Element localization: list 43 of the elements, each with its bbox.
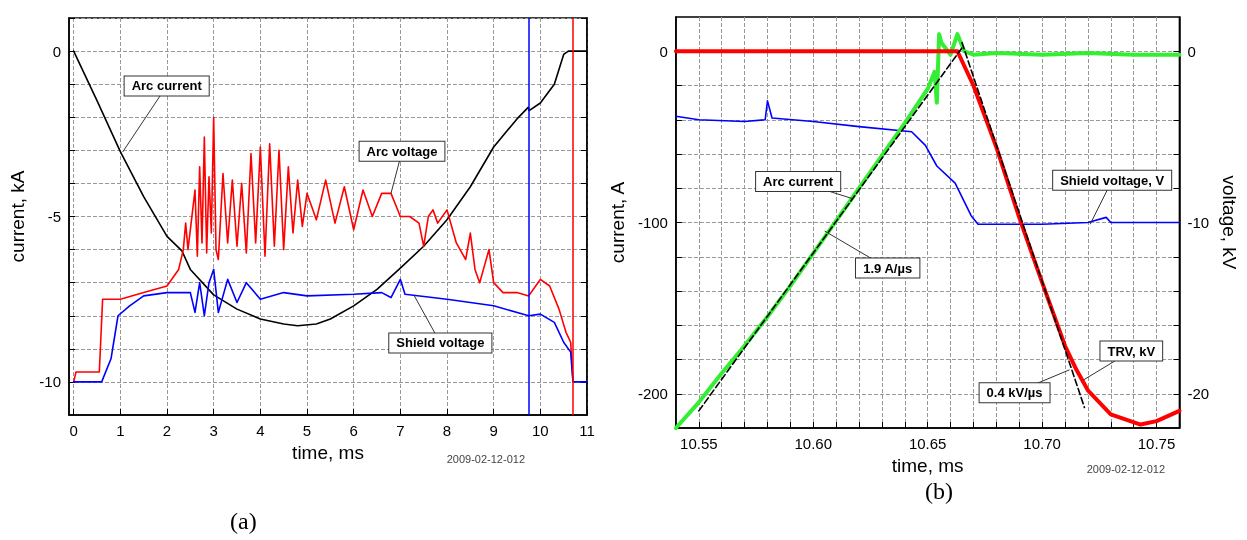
y2-tick-label: 0 — [1187, 42, 1196, 60]
x-tick-label: 1 — [116, 422, 125, 439]
annotation: Shield voltage — [396, 335, 485, 351]
y-axis-title: current, A — [607, 181, 628, 264]
annotation: Arc current — [763, 174, 834, 190]
y2-tick-label: -10 — [1187, 214, 1210, 231]
annotation: Arc current — [131, 78, 203, 94]
annotation: Arc voltage — [366, 143, 438, 159]
x-tick-label: 10.75 — [1137, 435, 1176, 452]
y-tick-label: -200 — [637, 385, 668, 403]
x-tick-label: 4 — [256, 422, 265, 439]
x-tick-label: 10 — [531, 422, 549, 439]
x-tick-label: 5 — [302, 422, 312, 439]
x-tick-label: 7 — [396, 422, 405, 439]
x-tick-label: 8 — [442, 422, 452, 439]
y-tick-label: -10 — [39, 373, 61, 391]
x-tick-label: 10.55 — [680, 435, 718, 452]
annotation: TRV, kV — [1107, 343, 1156, 359]
y2-tick-label: -20 — [1187, 385, 1210, 403]
y-axis-title: current, kA — [7, 170, 28, 263]
x-axis-title: time, ms — [292, 442, 364, 463]
x-tick-label: 2 — [162, 422, 172, 439]
x-tick-label: 0 — [69, 422, 78, 439]
annotation: Shield voltage, V — [1060, 172, 1165, 188]
y2-axis-title: voltage, kV — [1219, 175, 1240, 270]
x-axis-title: time, ms — [891, 455, 964, 476]
text: 2009-02-12-012 — [1086, 462, 1166, 475]
x-tick-label: 9 — [489, 422, 498, 439]
x-tick-label: 3 — [209, 422, 218, 439]
text: (b) — [925, 478, 953, 504]
y-tick-label: -100 — [637, 214, 668, 231]
annotation: 1.9 A/µs — [863, 260, 913, 276]
y-tick-label: -5 — [47, 208, 61, 225]
x-tick-label: 10.65 — [908, 435, 947, 452]
y-tick-label: 0 — [659, 42, 668, 60]
text: (a) — [230, 508, 257, 534]
x-tick-label: 11 — [579, 422, 595, 439]
x-tick-label: 10.70 — [1023, 435, 1061, 452]
x-tick-label: 10.60 — [794, 435, 833, 452]
text: 2009-02-12-012 — [446, 452, 526, 465]
x-tick-label: 6 — [349, 422, 358, 439]
y-tick-label: 0 — [52, 42, 61, 60]
annotation: 0.4 kV/µs — [986, 385, 1043, 401]
